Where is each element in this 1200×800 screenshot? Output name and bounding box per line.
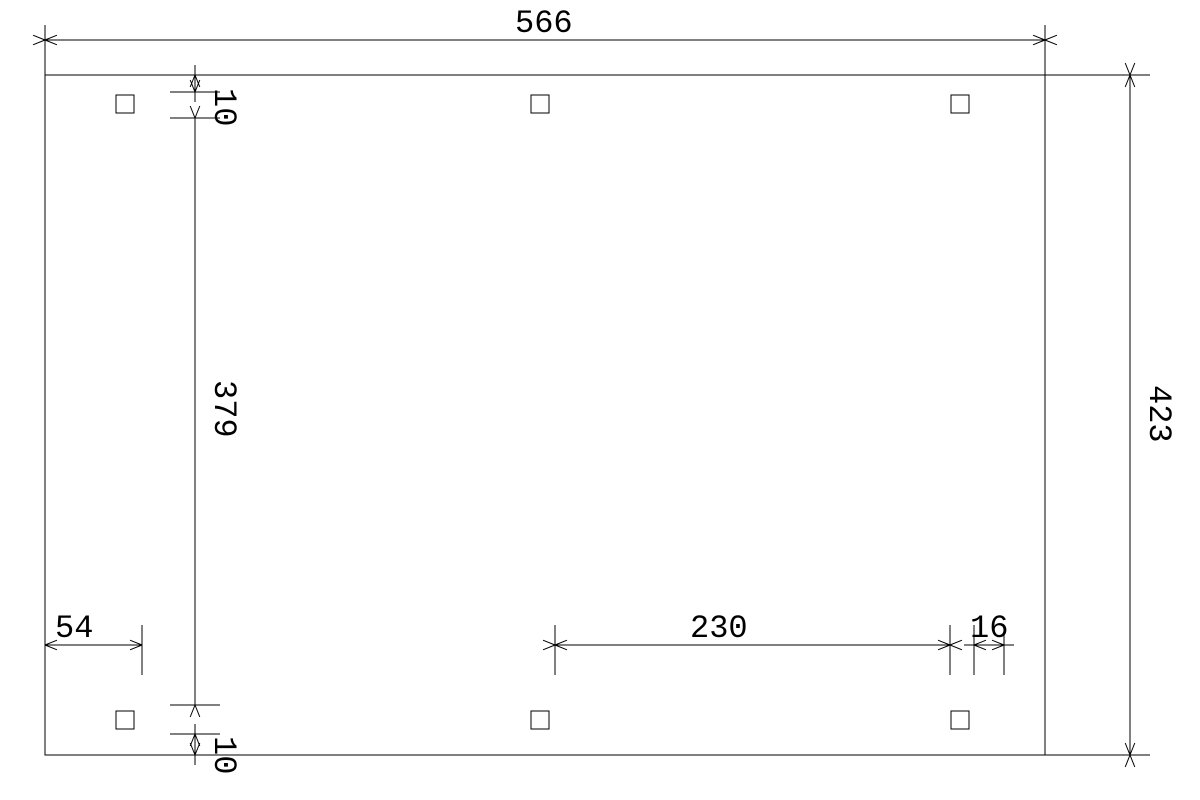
technical-drawing: 566 423 379 10 10 54 230 16: [0, 0, 1200, 800]
dimension-value: 10: [205, 736, 242, 774]
post-marker: [116, 711, 134, 729]
dimension-value: 54: [55, 610, 93, 647]
dimension-value: 379: [205, 380, 242, 438]
post-marker: [531, 711, 549, 729]
dimension-value: 10: [205, 88, 242, 126]
dimension-value: 566: [515, 5, 573, 42]
post-marker: [116, 95, 134, 113]
dimension-value: 230: [690, 610, 748, 647]
post-marker: [531, 95, 549, 113]
post-marker: [951, 95, 969, 113]
dimension-value: 16: [970, 610, 1008, 647]
post-marker: [951, 711, 969, 729]
dimension-value: 423: [1140, 385, 1177, 443]
